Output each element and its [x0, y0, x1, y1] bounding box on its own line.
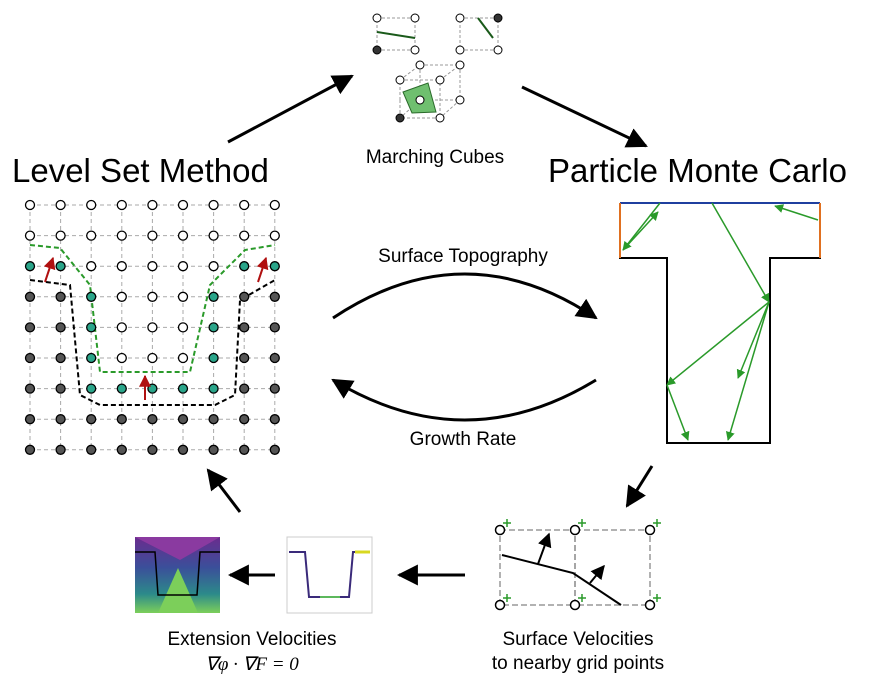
- grid-part: [87, 354, 96, 363]
- grid-part: [270, 262, 279, 271]
- grid-part: [179, 231, 188, 240]
- grid-part: [179, 415, 188, 424]
- grid-part: [87, 415, 96, 424]
- marching-cubes-icon: [373, 14, 502, 122]
- grid-part: [240, 201, 249, 210]
- grid-part: [240, 292, 249, 301]
- grid-part: [56, 354, 65, 363]
- grid-part: [26, 292, 35, 301]
- grid-part: [56, 231, 65, 240]
- grid-part: [270, 323, 279, 332]
- bottom-right-line: Surface Velocities: [502, 629, 653, 650]
- grid-part: [148, 323, 157, 332]
- grid-part: [240, 384, 249, 393]
- grid-part: [179, 445, 188, 454]
- backward-label: Growth Rate: [410, 429, 517, 450]
- diagram: Level Set Method Particle Monte Carlo Ma…: [0, 0, 891, 683]
- grid-part: [240, 415, 249, 424]
- grid-part: [258, 258, 266, 282]
- grid-part: [117, 231, 126, 240]
- grid-part: [26, 354, 35, 363]
- grid-part: [56, 384, 65, 393]
- grid-part: [270, 445, 279, 454]
- grid-part: [26, 384, 35, 393]
- grid-part: [87, 292, 96, 301]
- grid-part: [87, 231, 96, 240]
- grid-part: [148, 354, 157, 363]
- grid-part: [117, 445, 126, 454]
- grid-part: [148, 201, 157, 210]
- grid-part: [87, 323, 96, 332]
- grid-part: [148, 292, 157, 301]
- top-label: Marching Cubes: [366, 147, 504, 168]
- grid-part: [148, 262, 157, 271]
- grid-part: [179, 262, 188, 271]
- grid-part: [209, 201, 218, 210]
- grid-part: [56, 323, 65, 332]
- grid-part: [270, 384, 279, 393]
- grid-part: [56, 415, 65, 424]
- grid-part: [56, 201, 65, 210]
- grid-part: [179, 292, 188, 301]
- right-title: Particle Monte Carlo: [548, 152, 847, 189]
- grid-part: [270, 292, 279, 301]
- grid-part: [179, 323, 188, 332]
- forward-label: Surface Topography: [378, 246, 548, 267]
- grid-part: [148, 231, 157, 240]
- grid-part: [209, 384, 218, 393]
- grid-part: [270, 231, 279, 240]
- grid-part: [148, 415, 157, 424]
- grid-part: [56, 445, 65, 454]
- grid-part: [26, 445, 35, 454]
- grid-part: [117, 323, 126, 332]
- grid-part: [270, 354, 279, 363]
- left-title: Level Set Method: [12, 152, 269, 189]
- particle-domain: [620, 203, 820, 443]
- grid-part: [209, 415, 218, 424]
- grid-part: [270, 201, 279, 210]
- grid-part: [26, 262, 35, 271]
- grid-part: [209, 292, 218, 301]
- grid-part: [117, 415, 126, 424]
- grid-part: [87, 384, 96, 393]
- grid-part: [56, 292, 65, 301]
- bottom-right-line: to nearby grid points: [492, 653, 664, 674]
- grid-part: [209, 323, 218, 332]
- grid-part: [209, 445, 218, 454]
- grid-part: [148, 445, 157, 454]
- grid-part: [148, 384, 157, 393]
- grid-part: [240, 354, 249, 363]
- grid-part: [270, 415, 279, 424]
- grid-part: [87, 262, 96, 271]
- grid-part: [209, 262, 218, 271]
- grid-part: [179, 201, 188, 210]
- grid-part: [240, 231, 249, 240]
- grid-part: [117, 384, 126, 393]
- grid-part: [117, 201, 126, 210]
- grid-part: [179, 384, 188, 393]
- grid-part: [87, 201, 96, 210]
- grid-part: [56, 262, 65, 271]
- grid-part: [26, 201, 35, 210]
- equation: ∇φ · ∇F = 0: [205, 654, 299, 675]
- grid-part: [45, 258, 53, 282]
- grid-part: [240, 323, 249, 332]
- grid-part: [117, 292, 126, 301]
- bottom-left-label: Extension Velocities: [168, 629, 337, 650]
- level-set-grid: [26, 201, 280, 455]
- grid-part: [240, 445, 249, 454]
- grid-part: [209, 231, 218, 240]
- grid-part: [209, 354, 218, 363]
- grid-part: [26, 415, 35, 424]
- grid-part: [179, 354, 188, 363]
- grid-part: [117, 354, 126, 363]
- grid-part: [240, 262, 249, 271]
- grid-part: [87, 445, 96, 454]
- grid-part: [26, 323, 35, 332]
- surface-velocities-icon: [496, 519, 662, 610]
- grid-part: [26, 231, 35, 240]
- grid-part: [117, 262, 126, 271]
